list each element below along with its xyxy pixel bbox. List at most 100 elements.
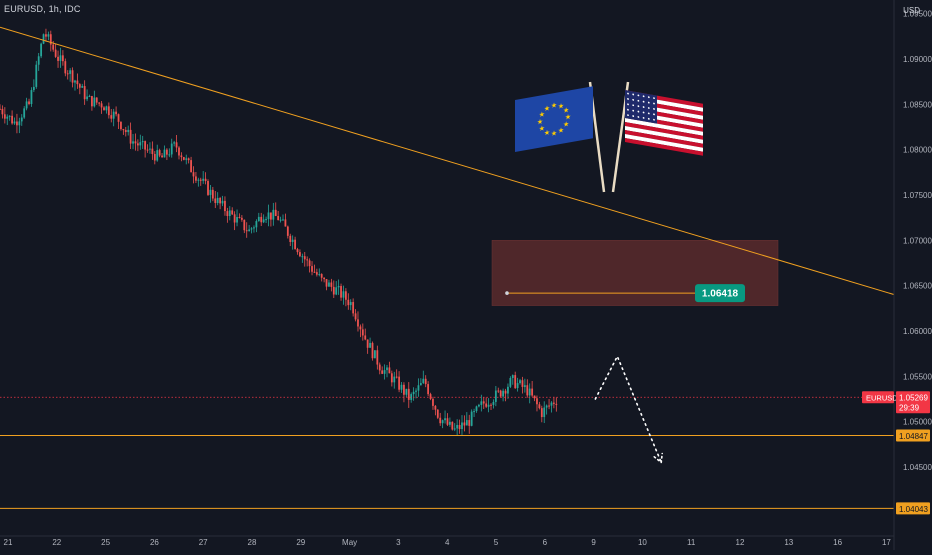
candle-body — [253, 227, 255, 229]
candle-body — [531, 388, 534, 396]
candle-body — [439, 417, 442, 424]
symbol-tag — [862, 391, 894, 404]
candle-body — [509, 377, 512, 387]
candle-body — [6, 116, 9, 119]
candle-body — [328, 282, 330, 287]
candle-body — [214, 198, 217, 203]
us-star-icon — [647, 96, 650, 99]
candle-body — [47, 34, 50, 37]
us-flag-canton — [625, 90, 657, 124]
candle-body — [199, 179, 202, 181]
candle-body — [178, 147, 180, 156]
candle-body — [470, 411, 473, 426]
symbol-tag-label: EURUSD — [866, 393, 898, 402]
candle-body — [344, 291, 347, 300]
candle-body — [337, 286, 340, 288]
candle-body — [8, 115, 11, 117]
candle-body — [182, 157, 185, 160]
us-star-icon — [647, 117, 650, 120]
candle-body — [410, 394, 413, 400]
candle-body — [165, 149, 168, 155]
candle-body — [190, 160, 192, 173]
candle-body — [228, 210, 231, 217]
candle-body — [175, 142, 178, 148]
projection-path — [594, 354, 663, 464]
candle-body — [54, 49, 57, 57]
candle-body — [357, 319, 359, 327]
candle-body — [417, 385, 420, 391]
candle-body — [149, 148, 151, 150]
candle-body — [485, 403, 488, 407]
candle-body — [545, 405, 548, 408]
candle-body — [492, 401, 495, 405]
candle-body — [151, 148, 154, 155]
candle-body — [170, 143, 173, 155]
x-tick-5: 28 — [248, 538, 257, 547]
candle-body — [282, 219, 284, 221]
y-tick-5: 1.07000 — [903, 236, 932, 245]
candle-body — [427, 384, 430, 395]
candle-body — [429, 394, 432, 399]
us-star-icon — [632, 98, 635, 101]
candle-body — [540, 408, 543, 418]
us-star-icon — [632, 93, 635, 96]
candle-body — [107, 106, 110, 116]
candle-body — [419, 383, 422, 386]
candle-body — [332, 286, 335, 295]
eu-star-icon: ★ — [551, 129, 557, 138]
y-tick-7: 1.06000 — [903, 327, 932, 336]
candle-body — [202, 178, 205, 181]
eu-star-icon: ★ — [558, 102, 564, 111]
candle-body — [458, 425, 461, 430]
candle-body — [204, 178, 207, 182]
candle-body — [187, 158, 190, 161]
candle-body — [161, 155, 163, 158]
candle-body — [78, 84, 81, 88]
candle-body — [533, 395, 536, 399]
current-price-tag — [896, 391, 930, 414]
eu-star-icon: ★ — [539, 110, 545, 119]
eu-flag-icon: ★★★★★★★★★ ★ ★★ — [515, 86, 593, 152]
currency-label: USD — [903, 6, 920, 15]
candle-body — [381, 370, 384, 374]
x-tick-17: 16 — [833, 538, 842, 547]
x-tick-0: 21 — [4, 538, 13, 547]
x-tick-3: 26 — [150, 538, 159, 547]
candle-body — [523, 385, 526, 387]
candle-body — [507, 386, 509, 394]
candle-body — [323, 277, 326, 280]
candle-body — [284, 219, 287, 227]
candle-body — [144, 141, 147, 150]
candle-body — [369, 342, 371, 348]
projection-arrowhead — [653, 452, 664, 464]
candle-body — [226, 211, 229, 217]
candle-body — [61, 55, 64, 62]
us-flag-stripe — [625, 138, 703, 156]
candle-body — [499, 390, 502, 397]
candle-body — [514, 375, 517, 389]
candle-body — [260, 216, 263, 223]
candle-body — [320, 274, 323, 278]
candle-body — [371, 342, 374, 359]
us-star-icon — [647, 107, 650, 109]
candle-body — [91, 96, 93, 107]
candle-body — [231, 210, 234, 215]
candle-body — [313, 271, 316, 273]
candle-body — [28, 101, 30, 104]
x-tick-7: May — [342, 538, 357, 547]
candle-body — [291, 239, 294, 242]
candle-body — [209, 189, 212, 195]
candle-body — [122, 129, 125, 131]
candle-body — [156, 150, 159, 161]
candle-body — [238, 217, 241, 219]
candle-body — [398, 376, 400, 390]
candle-body — [301, 256, 304, 258]
level-tag-1 — [896, 429, 930, 442]
candle-body — [415, 390, 417, 392]
candle-body — [497, 390, 500, 392]
candle-body — [516, 383, 519, 389]
eu-star-icon: ★ — [539, 124, 545, 133]
